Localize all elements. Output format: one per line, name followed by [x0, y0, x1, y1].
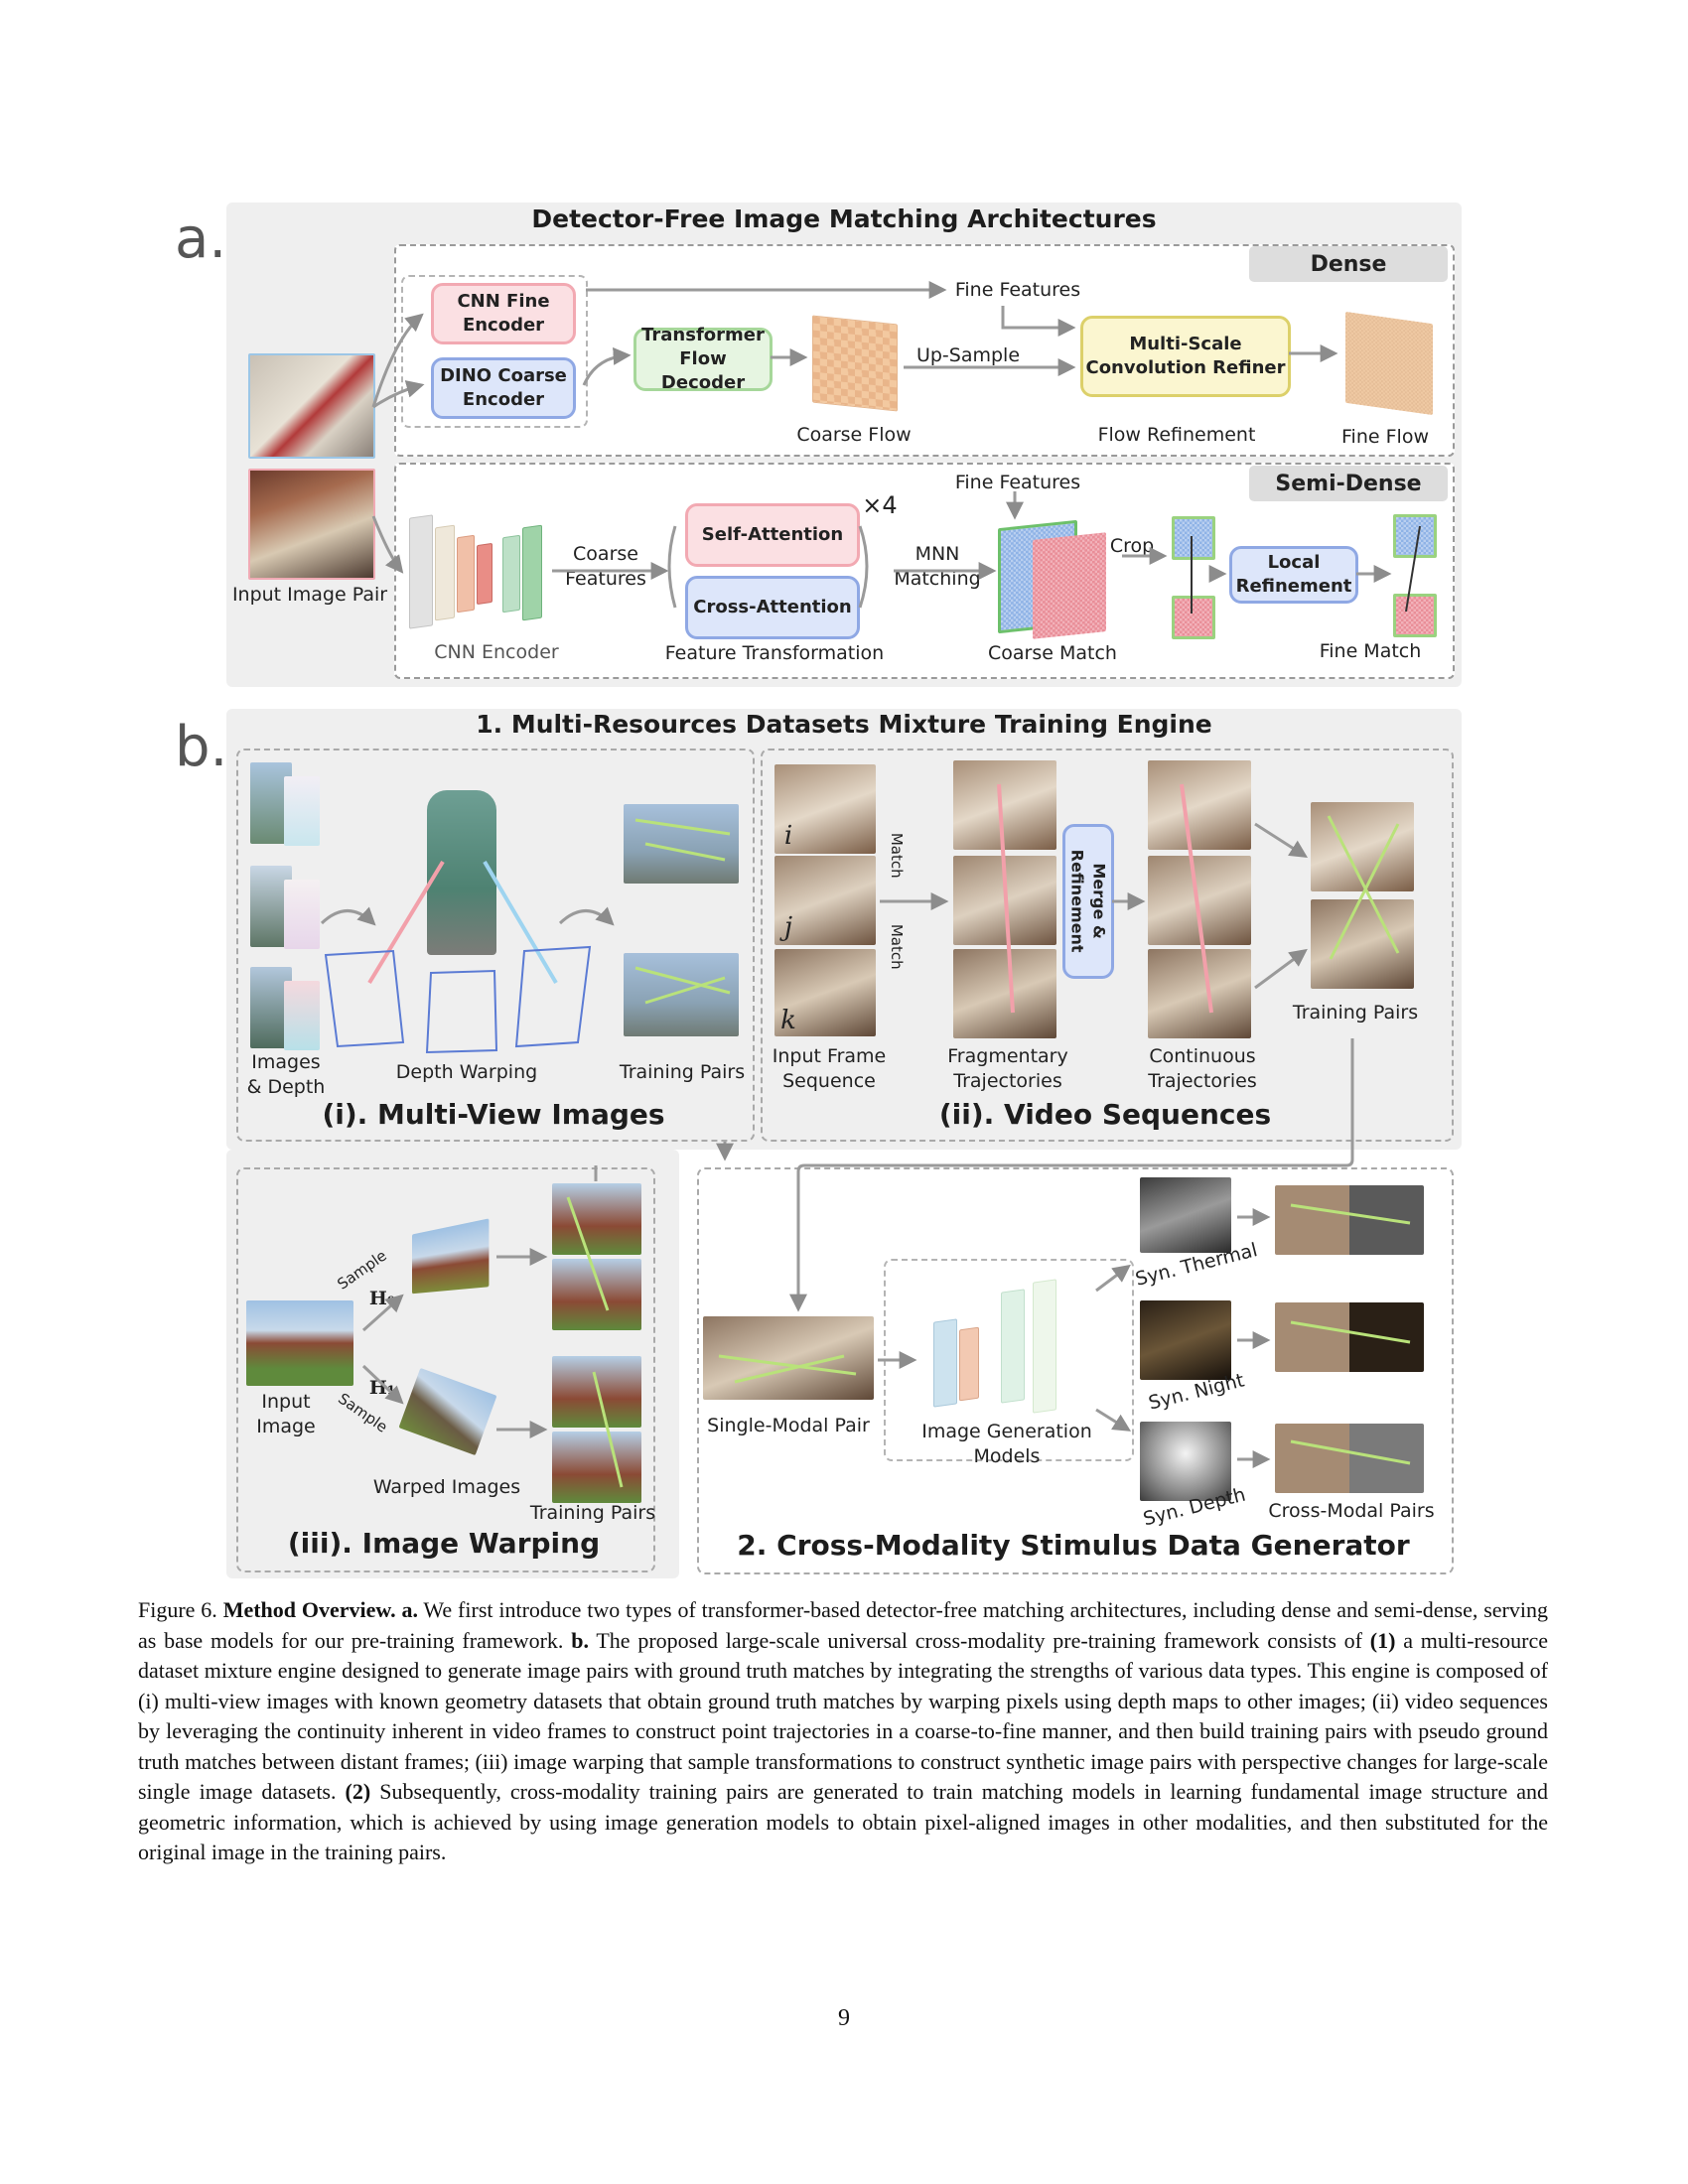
caption-two-label: (2)	[345, 1779, 371, 1804]
warped-images-label: Warped Images	[372, 1476, 521, 1498]
cross-pair-depth	[1275, 1424, 1424, 1493]
coarse-features-label: Coarse Features	[565, 543, 646, 590]
video-title: (ii). Video Sequences	[938, 1098, 1272, 1131]
caption-b-text-2: a multi-resource dataset mixture engine …	[138, 1627, 1549, 1805]
warp-pair-2a	[552, 1356, 641, 1428]
flow-refinement-label: Flow Refinement	[1097, 424, 1256, 446]
input-frame-sequence-label: Input Frame Sequence	[772, 1045, 887, 1092]
cont-frame-3	[1148, 949, 1251, 1038]
fine-flow-label: Fine Flow	[1341, 426, 1429, 448]
cross-modality-section	[697, 1167, 1454, 1574]
caption-b-text-3: Subsequently, cross-modality training pa…	[138, 1779, 1549, 1864]
warping-section	[236, 1167, 655, 1572]
video-training-pairs-label: Training Pairs	[1292, 1002, 1419, 1024]
fine-features-label-2: Fine Features	[954, 472, 1081, 493]
caption-one-label: (1)	[1369, 1627, 1396, 1653]
warp-input-image	[246, 1300, 353, 1386]
self-attention: Self-Attention	[685, 503, 860, 567]
warp-pair-1a	[552, 1183, 641, 1255]
cnn-fine-encoder: CNN Fine Encoder	[431, 283, 576, 344]
connector-arrows	[320, 281, 1421, 1488]
part-a-letter: a.	[175, 206, 227, 271]
semi-dense-tag: Semi-Dense	[1249, 466, 1448, 501]
caption-a-text: We first introduce two types of transfor…	[138, 1597, 1548, 1653]
syn-thermal-image	[1140, 1177, 1231, 1253]
video-pair-k	[1311, 899, 1414, 989]
cnn-encoder-label: CNN Encoder	[434, 641, 559, 663]
part-b-letter: b.	[175, 715, 228, 779]
transformer-flow-decoder: Transformer Flow Decoder	[633, 325, 773, 393]
input-image-pair-label: Input Image Pair	[231, 584, 388, 606]
figure-label: Figure 6.	[138, 1597, 217, 1622]
caption-a-label: a.	[401, 1597, 418, 1622]
fine-match-label: Fine Match	[1319, 640, 1422, 662]
input-image-top	[248, 353, 375, 459]
fine-patch-pink-2	[1393, 594, 1437, 637]
local-refinement: Local Refinement	[1229, 546, 1358, 604]
syn-night-image	[1140, 1300, 1231, 1380]
frame-k-label: k	[780, 1006, 796, 1035]
warp-pair-2b	[552, 1432, 641, 1503]
cross-attention: Cross-Attention	[685, 576, 860, 639]
input-image-bottom	[248, 469, 375, 580]
single-modal-pair-label: Single-Modal Pair	[707, 1415, 870, 1436]
coarse-match-label: Coarse Match	[988, 642, 1117, 664]
frame-i	[774, 764, 876, 854]
dense-tag: Dense	[1249, 246, 1448, 282]
crop-label: Crop	[1109, 535, 1155, 557]
fragmentary-trajectories-label: Fragmentary Trajectories	[947, 1045, 1068, 1092]
depth-warping-label: Depth Warping	[395, 1061, 538, 1083]
fine-features-label: Fine Features	[954, 279, 1081, 301]
encoder-group	[401, 275, 588, 428]
frame-i-label: i	[783, 821, 793, 851]
caption-b-text-1: The proposed large-scale universal cross…	[596, 1627, 1362, 1653]
cont-frame-1	[1148, 760, 1251, 850]
mv-training-pairs-label: Training Pairs	[619, 1061, 746, 1083]
cross-modality-title: 2. Cross-Modality Stimulus Data Generato…	[737, 1529, 1410, 1562]
frag-frame-1	[953, 760, 1056, 850]
dino-coarse-encoder: DINO Coarse Encoder	[431, 357, 576, 419]
times-4-label: ×4	[862, 491, 898, 519]
coarse-flow-label: Coarse Flow	[796, 424, 912, 446]
mv-training-pair-1	[624, 804, 739, 884]
frame-j	[774, 856, 876, 945]
fine-patch-blue-1	[1172, 516, 1215, 560]
syn-depth-image	[1140, 1422, 1231, 1501]
warping-title: (iii). Image Warping	[287, 1527, 601, 1560]
part-a-title: Detector-Free Image Matching Architectur…	[531, 205, 1157, 233]
cross-modal-pairs-label: Cross-Modal Pairs	[1268, 1500, 1435, 1522]
mv-depth-3	[284, 981, 320, 1050]
caption-b-label: b.	[571, 1627, 589, 1653]
caption-title: Method Overview.	[222, 1597, 396, 1622]
mv-depth-1	[284, 776, 320, 846]
page-number: 9	[838, 2005, 850, 2031]
warp-pair-1b	[552, 1259, 641, 1330]
video-section	[761, 749, 1454, 1142]
multiview-title: (i). Multi-View Images	[322, 1098, 665, 1131]
image-generation-models-label: Image Generation Models	[921, 1421, 1092, 1467]
mv-depth-2	[284, 880, 320, 949]
multiview-section	[236, 749, 755, 1142]
figure-caption: Figure 6. Method Overview. a. We first i…	[138, 1595, 1548, 1868]
continuous-trajectories-label: Continuous Trajectories	[1148, 1045, 1257, 1092]
frame-j-label: j	[783, 912, 793, 942]
cross-pair-night	[1275, 1302, 1424, 1372]
feature-transformation-label: Feature Transformation	[664, 642, 885, 664]
fine-patch-pink-1	[1172, 596, 1215, 639]
frag-frame-3	[953, 949, 1056, 1038]
images-depth-label: Images & Depth	[246, 1051, 326, 1098]
engine-title: 1. Multi-Resources Datasets Mixture Trai…	[476, 710, 1212, 739]
up-sample-label: Up-Sample	[915, 344, 1021, 366]
multi-scale-convolution-refiner: Multi-Scale Convolution Refiner	[1080, 316, 1291, 397]
mnn-matching-label: MNN Matching	[894, 543, 981, 590]
warp-training-pairs-label: Training Pairs	[529, 1502, 656, 1524]
frame-k	[774, 949, 876, 1036]
warp-input-label: Input Image	[256, 1391, 316, 1437]
mv-training-pair-2	[624, 953, 739, 1036]
